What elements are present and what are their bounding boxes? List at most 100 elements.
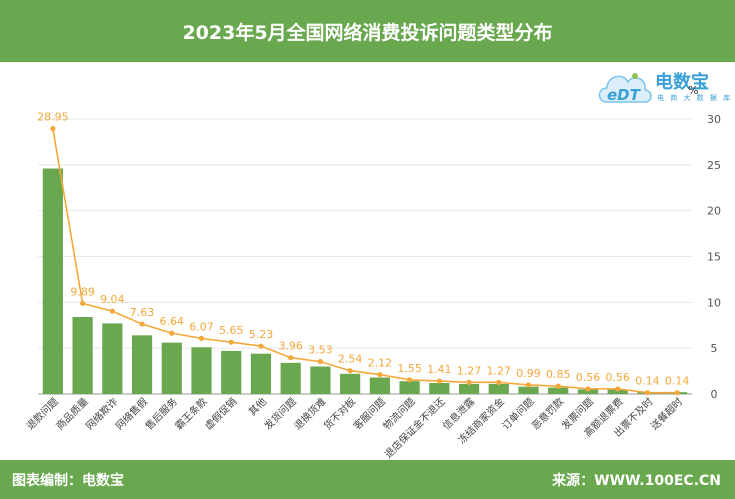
data-label: 1.27 bbox=[457, 364, 482, 377]
bar bbox=[369, 377, 390, 394]
y-tick-label: 15 bbox=[707, 251, 721, 264]
data-label: 5.65 bbox=[219, 324, 244, 337]
line-point bbox=[109, 308, 115, 314]
x-tick-label: 霸王条款 bbox=[172, 395, 209, 432]
bar bbox=[399, 381, 420, 394]
chart-plot: 0 5 10 15 20 25 30 退款问题商品质量网络欺诈网络售假售后服务霸王条款虚假促销… bbox=[24, 111, 721, 460]
x-tick-label: 退换货难 bbox=[291, 395, 328, 432]
line-point bbox=[347, 368, 353, 374]
line-point bbox=[436, 378, 442, 384]
line-point bbox=[406, 377, 413, 383]
x-tick-label: 虚假促销 bbox=[202, 395, 239, 432]
data-label: 0.56 bbox=[605, 371, 630, 384]
line-series bbox=[52, 128, 678, 394]
bar bbox=[607, 389, 628, 394]
bar bbox=[250, 353, 272, 394]
data-label: 3.96 bbox=[278, 340, 303, 353]
bar bbox=[131, 335, 153, 394]
title-bar: 2023年5月全国网络消费投诉问题类型分布 bbox=[0, 0, 735, 62]
y-tick-label: 5 bbox=[711, 342, 718, 355]
x-tick-label: 送餐超时 bbox=[648, 395, 685, 432]
line-point bbox=[169, 330, 175, 336]
bar bbox=[577, 389, 599, 394]
data-source: 来源：WWW.100EC.CN bbox=[552, 473, 721, 489]
data-label: 28.95 bbox=[37, 111, 69, 124]
data-label: 6.64 bbox=[160, 315, 185, 328]
data-label: 0.14 bbox=[635, 375, 660, 388]
bar bbox=[488, 383, 509, 394]
data-label: 2.54 bbox=[338, 353, 363, 366]
data-label: 9.89 bbox=[70, 285, 95, 298]
line-point bbox=[555, 383, 561, 389]
y-tick-label: 25 bbox=[707, 159, 721, 172]
bar bbox=[458, 383, 480, 394]
x-tick-label: 发货问题 bbox=[261, 395, 298, 432]
line-point bbox=[525, 382, 532, 388]
x-tick-label: 售后服务 bbox=[142, 395, 179, 432]
bar bbox=[42, 168, 63, 394]
svg-text:eDT: eDT bbox=[607, 86, 642, 104]
line-point bbox=[288, 355, 294, 361]
data-label: 1.55 bbox=[397, 362, 422, 375]
data-label: 1.27 bbox=[487, 364, 512, 377]
x-tick-label: 商品质量 bbox=[53, 395, 90, 432]
data-label: 0.14 bbox=[665, 375, 690, 388]
line-point bbox=[139, 321, 145, 327]
bar bbox=[429, 383, 450, 394]
x-tick-label: 其他 bbox=[246, 395, 269, 418]
x-tick-label: 网络售假 bbox=[113, 395, 150, 432]
y-tick-label: 20 bbox=[707, 205, 721, 218]
data-label: 0.56 bbox=[576, 371, 601, 384]
bar bbox=[280, 362, 301, 394]
data-label: 1.41 bbox=[427, 363, 452, 376]
logo-subtitle: 电 商 大 数 据 库 bbox=[657, 94, 733, 102]
data-label: 2.12 bbox=[368, 357, 393, 370]
line-point bbox=[674, 390, 680, 396]
line-point bbox=[317, 359, 324, 365]
chart-credit: 图表编制：电数宝 bbox=[12, 473, 124, 489]
logo-name: 电数宝 bbox=[655, 72, 709, 93]
y-tick-label: 30 bbox=[707, 113, 721, 126]
x-tick-label: 货不对板 bbox=[321, 395, 358, 432]
line-point bbox=[496, 379, 502, 385]
line-point bbox=[198, 335, 205, 341]
y-axis-unit: % bbox=[688, 84, 699, 97]
chart-title: 2023年5月全国网络消费投诉问题类型分布 bbox=[182, 21, 553, 44]
bar bbox=[221, 350, 242, 394]
data-label: 0.99 bbox=[516, 367, 541, 380]
data-label: 7.63 bbox=[130, 306, 155, 319]
y-tick-label: 10 bbox=[707, 296, 721, 309]
bar bbox=[191, 347, 212, 394]
line-point bbox=[585, 386, 591, 392]
data-label: 6.07 bbox=[189, 320, 214, 333]
x-tick-label: 订单问题 bbox=[499, 395, 536, 432]
line-point bbox=[258, 343, 264, 349]
line-point bbox=[377, 371, 383, 378]
footer-bar: 图表编制：电数宝 来源：WWW.100EC.CN bbox=[0, 460, 735, 499]
line-point bbox=[466, 379, 472, 385]
cloud-logo-icon: eDT bbox=[598, 73, 652, 104]
line-point bbox=[50, 126, 56, 132]
x-tick-label: 恶意罚款 bbox=[529, 395, 566, 432]
line-point bbox=[644, 390, 651, 396]
bar bbox=[102, 323, 123, 394]
data-label: 5.23 bbox=[249, 328, 274, 341]
bar bbox=[72, 317, 93, 394]
x-tick-label: 客服问题 bbox=[351, 395, 388, 432]
x-tick-label: 退款问题 bbox=[24, 395, 61, 432]
bar bbox=[310, 366, 331, 394]
bar bbox=[340, 373, 361, 394]
line-point bbox=[228, 339, 234, 345]
y-tick-label: 0 bbox=[711, 388, 718, 401]
bar bbox=[161, 342, 182, 394]
bar bbox=[518, 386, 539, 394]
x-tick-label: 网络欺诈 bbox=[83, 395, 120, 432]
data-label: 0.85 bbox=[546, 368, 571, 381]
logo: eDT 电数宝 电 商 大 数 据 库 bbox=[595, 66, 730, 108]
data-label: 3.53 bbox=[308, 344, 333, 357]
bar bbox=[548, 387, 569, 394]
line-point bbox=[615, 386, 621, 392]
data-label: 9.04 bbox=[100, 293, 125, 306]
line-point bbox=[79, 300, 86, 306]
